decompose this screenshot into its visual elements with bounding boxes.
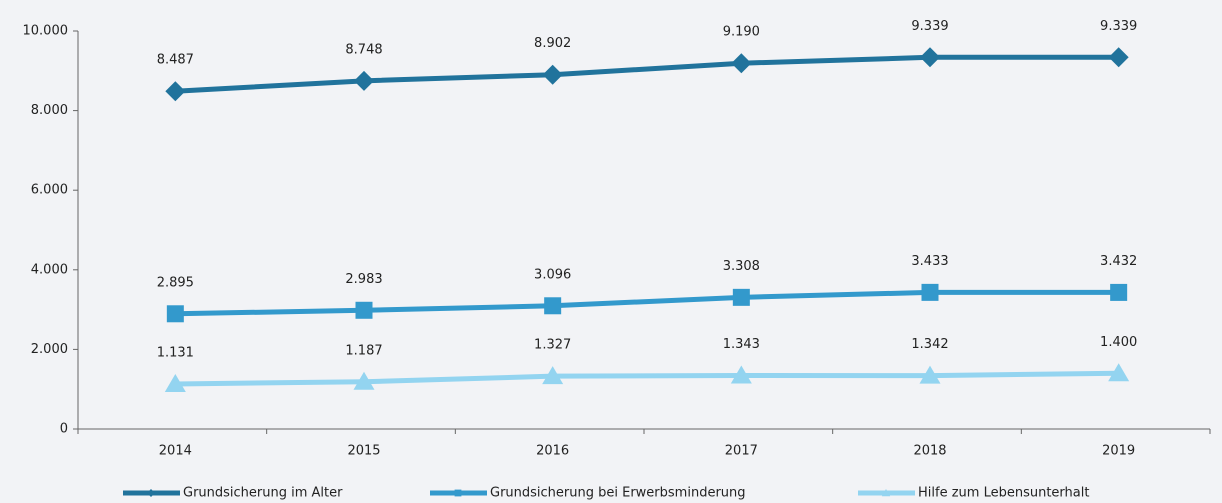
data-label: 1.342 [911,337,948,352]
data-label: 2.895 [157,275,194,290]
data-label: 9.339 [1100,19,1137,34]
legend-marker [454,489,462,497]
data-point [353,371,375,390]
data-label: 3.308 [723,259,760,274]
series-line [175,289,1119,317]
x-tick-label: 2015 [347,444,380,459]
data-point [542,366,564,385]
data-point [1110,283,1128,301]
data-point [165,81,186,102]
y-tick-label: 4.000 [31,262,68,277]
y-tick-label: 6.000 [31,183,68,198]
x-tick-label: 2017 [725,444,758,459]
data-label: 3.433 [911,254,948,269]
data-label: 1.187 [345,343,382,358]
data-point [730,365,752,384]
data-point [542,64,563,85]
data-label: 1.343 [723,337,760,352]
y-tick-label: 8.000 [31,103,68,118]
legend-label: Hilfe zum Lebensunterhalt [918,486,1089,501]
legend-label: Grundsicherung im Alter [183,486,343,501]
data-label: 3.432 [1100,254,1137,269]
legend-marker [881,489,891,497]
data-point [166,305,184,323]
series-line [175,370,1119,387]
data-point [920,47,940,68]
data-point [164,373,186,392]
x-tick-label: 2018 [913,444,946,459]
legend-marker [147,489,155,497]
data-label: 1.327 [534,338,571,353]
data-point [919,365,941,384]
data-label: 9.339 [911,19,948,34]
x-tick-label: 2016 [536,444,569,459]
series-line [175,54,1119,94]
data-label: 3.096 [534,267,571,282]
x-tick-label: 2014 [159,444,192,459]
data-point [354,70,374,91]
y-tick-label: 10.000 [23,24,69,39]
data-point [1108,363,1130,382]
data-label: 8.487 [157,53,194,68]
data-point [732,288,750,306]
x-tick-label: 2019 [1102,444,1135,459]
data-label: 1.400 [1100,335,1137,350]
data-label: 9.190 [723,25,760,40]
data-point [921,283,939,301]
data-label: 8.748 [345,42,382,57]
data-point [544,297,562,315]
data-point [1108,47,1129,68]
legend-label: Grundsicherung bei Erwerbsminderung [490,486,746,501]
y-tick-label: 2.000 [31,342,68,357]
data-point [355,301,373,319]
data-label: 1.131 [157,345,194,360]
data-point [731,53,752,74]
data-label: 8.902 [534,36,571,51]
y-tick-label: 0 [60,422,68,437]
data-label: 2.983 [345,272,382,287]
